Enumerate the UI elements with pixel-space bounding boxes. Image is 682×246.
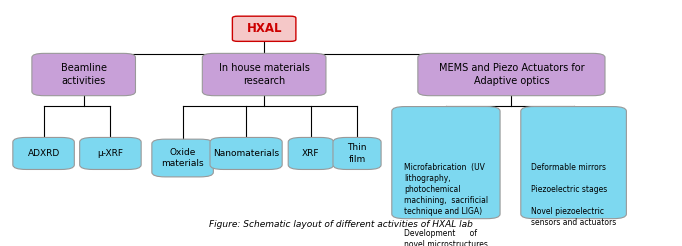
Text: Figure: Schematic layout of different activities of HXAL lab: Figure: Schematic layout of different ac… bbox=[209, 220, 473, 229]
FancyBboxPatch shape bbox=[288, 138, 333, 169]
Text: Oxide
materials: Oxide materials bbox=[161, 148, 204, 168]
FancyBboxPatch shape bbox=[80, 138, 141, 169]
Text: In house materials
research: In house materials research bbox=[219, 63, 310, 86]
Text: Beamline
activities: Beamline activities bbox=[61, 63, 106, 86]
Text: Nanomaterials: Nanomaterials bbox=[213, 149, 279, 158]
Text: μ-XRF: μ-XRF bbox=[98, 149, 123, 158]
FancyBboxPatch shape bbox=[391, 107, 500, 219]
Text: MEMS and Piezo Actuators for
Adaptive optics: MEMS and Piezo Actuators for Adaptive op… bbox=[439, 63, 584, 86]
FancyBboxPatch shape bbox=[521, 107, 626, 219]
Text: XRF: XRF bbox=[302, 149, 320, 158]
Text: Deformable mirrors

Piezoelectric stages

Novel piezoelectric
sensors and actuat: Deformable mirrors Piezoelectric stages … bbox=[531, 163, 617, 227]
Text: ADXRD: ADXRD bbox=[27, 149, 60, 158]
FancyBboxPatch shape bbox=[233, 16, 296, 41]
FancyBboxPatch shape bbox=[152, 139, 213, 177]
FancyBboxPatch shape bbox=[418, 53, 605, 96]
Text: Microfabrication  (UV
lithography,
photochemical
machining,  sacrificial
techniq: Microfabrication (UV lithography, photoc… bbox=[404, 163, 488, 246]
FancyBboxPatch shape bbox=[13, 138, 74, 169]
FancyBboxPatch shape bbox=[32, 53, 136, 96]
FancyBboxPatch shape bbox=[210, 138, 282, 169]
FancyBboxPatch shape bbox=[333, 138, 381, 169]
Text: HXAL: HXAL bbox=[246, 22, 282, 35]
Text: Thin
film: Thin film bbox=[347, 143, 367, 164]
FancyBboxPatch shape bbox=[203, 53, 326, 96]
